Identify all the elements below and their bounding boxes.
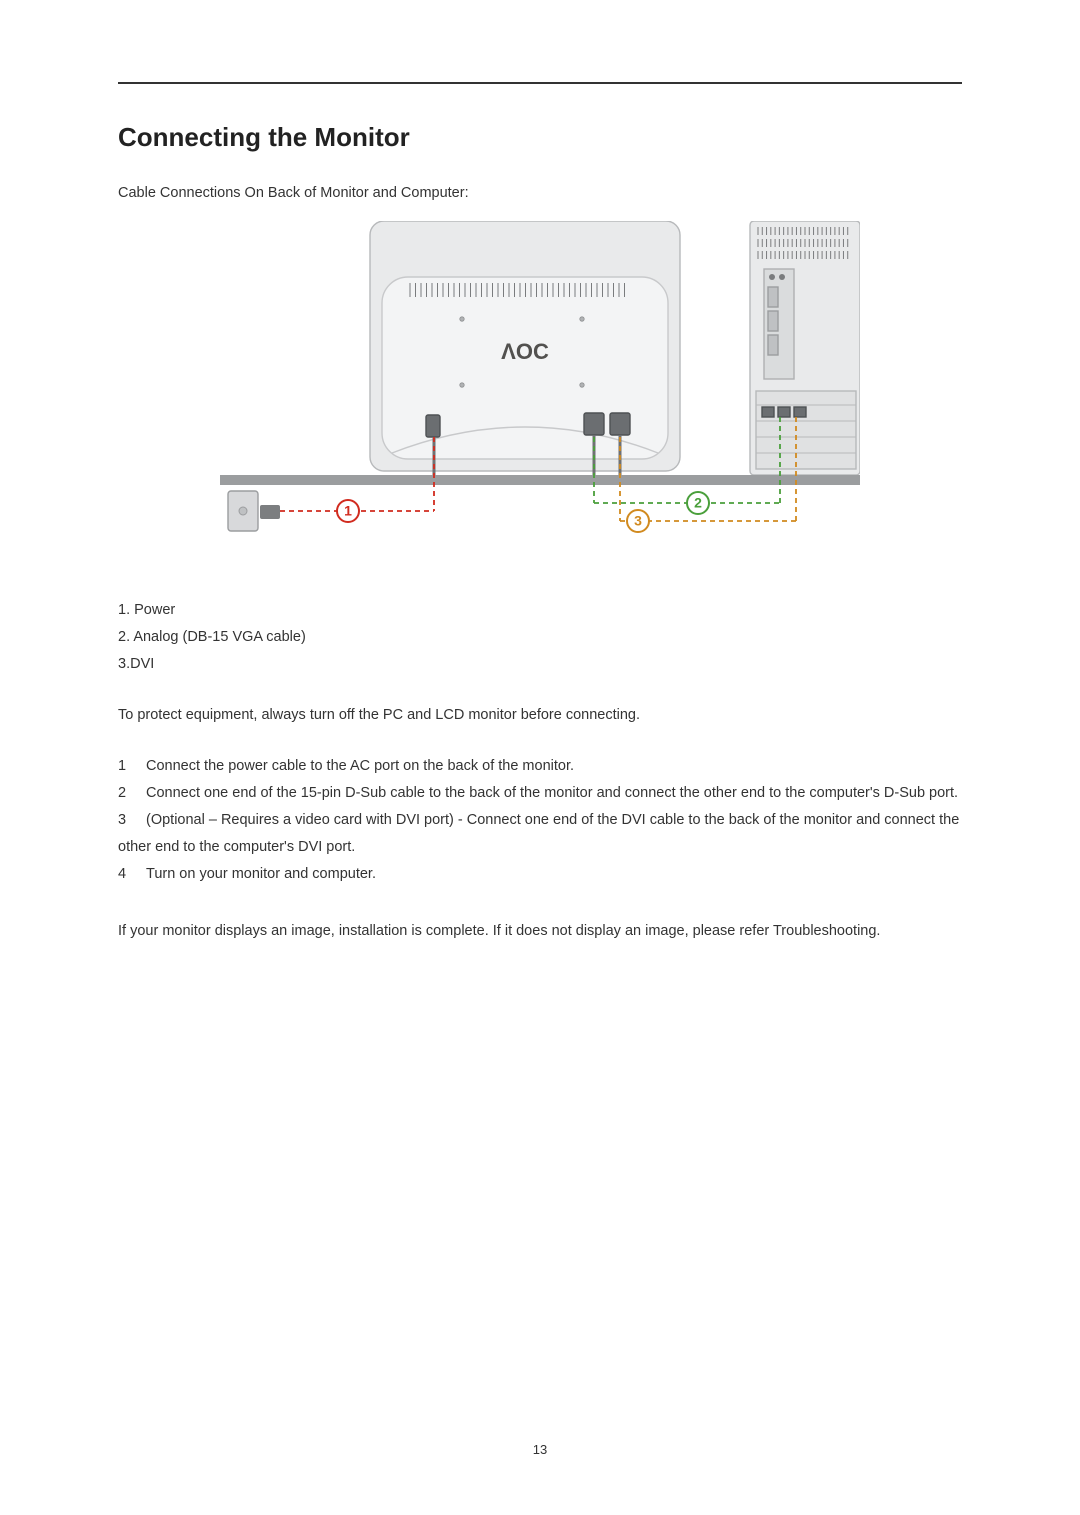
steps-list: 1Connect the power cable to the AC port … [118, 753, 962, 887]
page-title: Connecting the Monitor [118, 122, 962, 153]
svg-text:2: 2 [694, 495, 702, 511]
step-text: Turn on your monitor and computer. [146, 866, 376, 882]
step-number: 3 [118, 807, 146, 834]
step-text: Connect the power cable to the AC port o… [146, 758, 574, 774]
step-text: (Optional – Requires a video card with D… [118, 812, 959, 855]
legend-item: 3.DVI [118, 651, 962, 678]
step-number: 2 [118, 780, 146, 807]
svg-text:1: 1 [344, 503, 352, 519]
step-item: 3(Optional – Requires a video card with … [118, 807, 962, 861]
step-item: 1Connect the power cable to the AC port … [118, 753, 962, 780]
legend-item: 2. Analog (DB-15 VGA cable) [118, 624, 962, 651]
legend-item: 1. Power [118, 597, 962, 624]
svg-text:3: 3 [634, 513, 642, 529]
step-text: Connect one end of the 15-pin D-Sub cabl… [146, 785, 958, 801]
legend-list: 1. Power 2. Analog (DB-15 VGA cable) 3.D… [118, 597, 962, 677]
closing-text: If your monitor displays an image, insta… [118, 918, 962, 945]
page-number: 13 [0, 1442, 1080, 1457]
protect-text: To protect equipment, always turn off th… [118, 707, 962, 723]
subtitle: Cable Connections On Back of Monitor and… [118, 185, 962, 201]
step-number: 4 [118, 861, 146, 888]
svg-text:ΛOC: ΛOC [501, 339, 549, 364]
step-number: 1 [118, 753, 146, 780]
step-item: 2Connect one end of the 15-pin D-Sub cab… [118, 780, 962, 807]
step-item: 4Turn on your monitor and computer. [118, 861, 962, 888]
top-rule [118, 82, 962, 84]
connection-diagram: ΛOC 1 2 3 [118, 221, 962, 551]
